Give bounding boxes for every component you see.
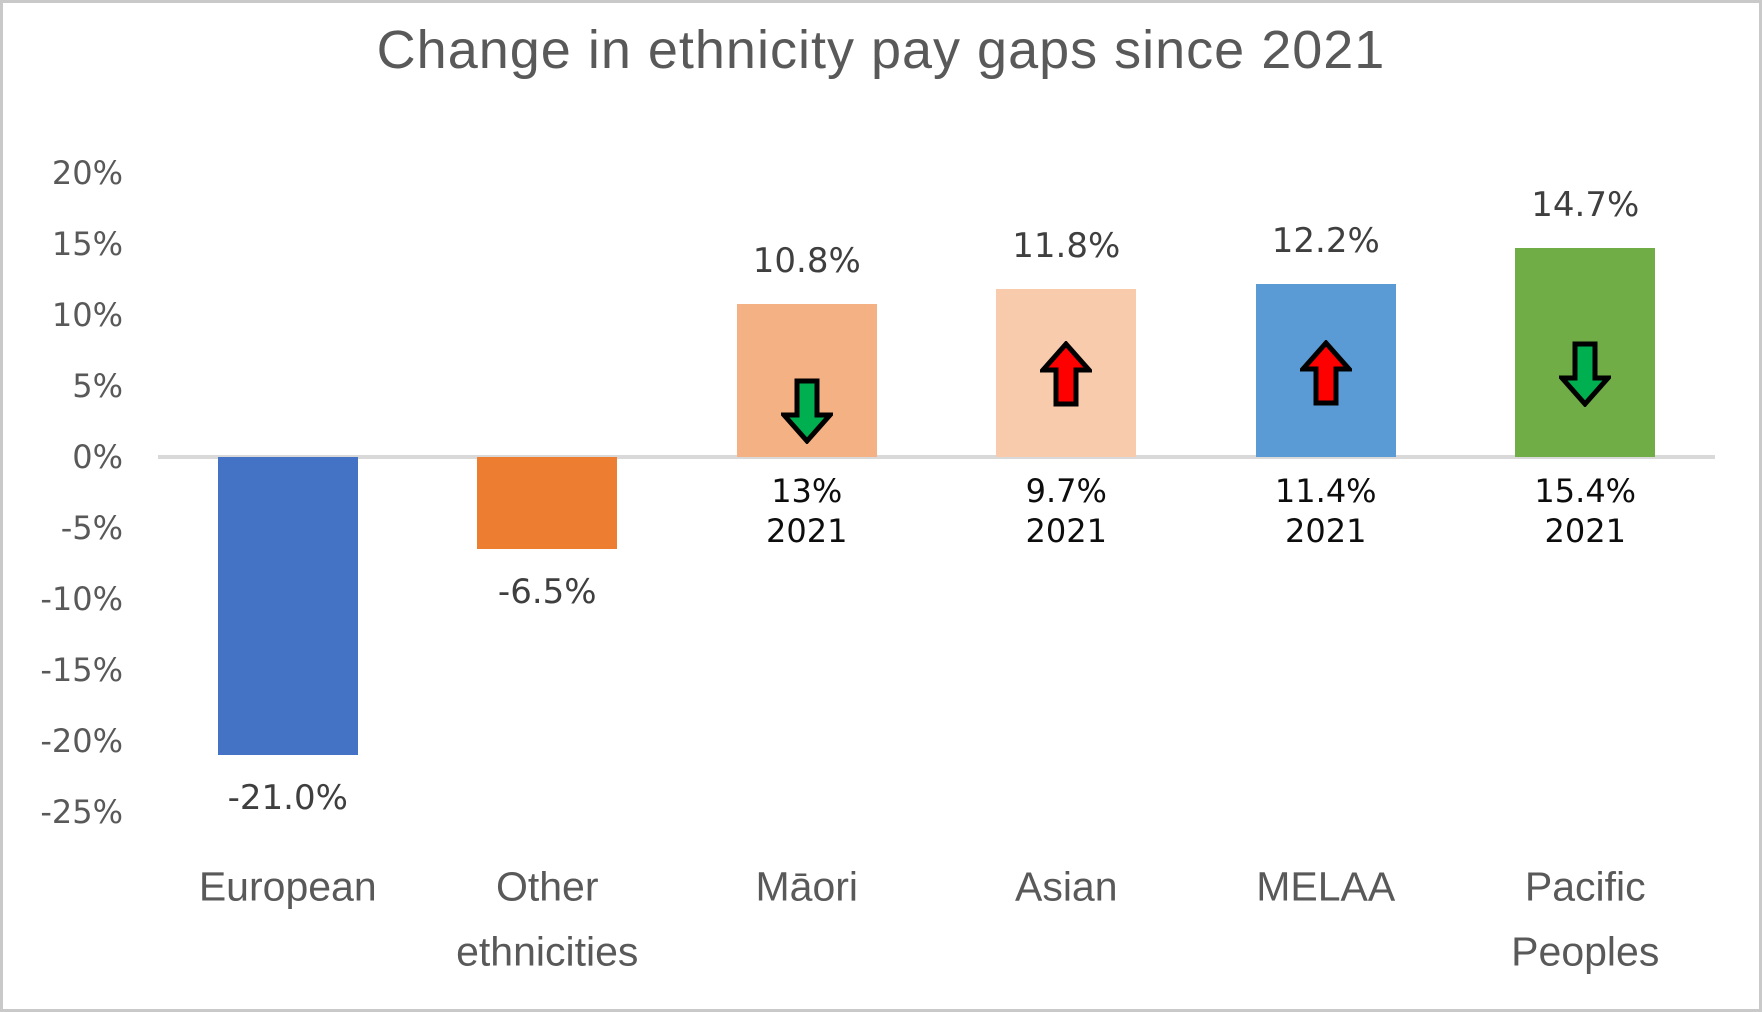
baseline-year-label: 2021 [766, 512, 848, 550]
increase-arrow-icon [1040, 341, 1093, 407]
bar-value-label: 11.8% [1012, 226, 1121, 267]
chart-title: Change in ethnicity pay gaps since 2021 [376, 20, 1386, 80]
y-axis-tick-label: 0% [72, 438, 123, 476]
baseline-year-label: 2021 [1025, 512, 1107, 550]
y-axis-tick-label: -10% [40, 580, 123, 618]
category-label: ethnicities [456, 928, 639, 975]
category-label: Pacific [1524, 863, 1646, 910]
y-axis-tick-label: 15% [51, 225, 123, 263]
decrease-arrow-icon [1559, 341, 1612, 407]
category-label: Māori [755, 863, 859, 910]
baseline-value-label: 9.7% [1025, 472, 1107, 510]
bar-other-ethnicities [477, 457, 618, 550]
category-label: Asian [1014, 863, 1118, 910]
baseline-value-label: 15.4% [1534, 472, 1637, 510]
bar-value-label: 12.2% [1271, 220, 1380, 261]
baseline-value-label: 11.4% [1274, 472, 1377, 510]
y-axis-tick-label: 10% [51, 296, 123, 334]
bar-european [217, 457, 358, 756]
baseline-year-label: 2021 [1544, 512, 1626, 550]
bar-value-label: -21.0% [227, 778, 348, 819]
y-axis-tick-label: 20% [51, 154, 123, 192]
bar-value-label: 14.7% [1531, 185, 1640, 226]
decrease-arrow-icon [780, 378, 833, 444]
y-axis-tick-label: -5% [60, 509, 123, 547]
y-axis-tick-label: 5% [72, 367, 123, 405]
y-axis-tick-label: -20% [40, 722, 123, 760]
bar-value-label: 10.8% [752, 240, 861, 281]
y-axis-tick-label: -25% [40, 793, 123, 831]
increase-arrow-icon [1299, 340, 1352, 406]
category-label: MELAA [1256, 863, 1396, 910]
baseline-year-label: 2021 [1285, 512, 1367, 550]
x-axis-line [158, 455, 1715, 459]
y-axis-tick-label: -15% [40, 651, 123, 689]
category-label: European [198, 863, 377, 910]
baseline-value-label: 13% [771, 472, 843, 510]
bar-value-label: -6.5% [497, 572, 597, 613]
category-label: Peoples [1511, 928, 1660, 975]
category-label: Other [495, 863, 599, 910]
